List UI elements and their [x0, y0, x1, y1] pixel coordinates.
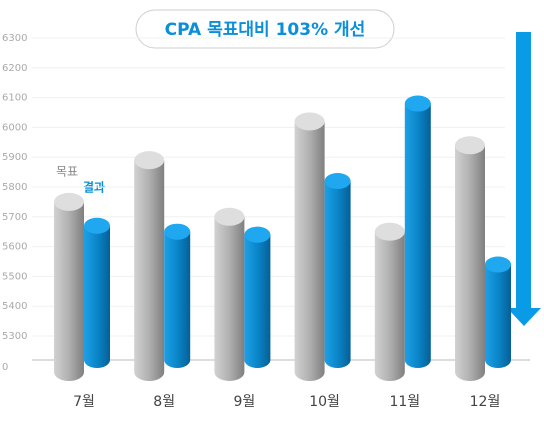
cylinder-body [244, 234, 271, 368]
cylinder-top [164, 223, 191, 240]
cylinder-top [214, 207, 245, 226]
cylinder-top [324, 173, 351, 190]
cylinder-body [294, 121, 325, 381]
x-tick-label: 11월 [389, 394, 420, 410]
cylinder-top [294, 112, 325, 131]
cylinder-body [54, 201, 84, 381]
y-tick-label: 5800 [2, 182, 27, 193]
arrow-head [507, 308, 541, 326]
cylinder-body [374, 231, 405, 381]
x-tick-label: 7월 [73, 394, 95, 410]
y-tick-label: 5600 [2, 242, 27, 253]
cylinder-top [374, 222, 405, 241]
y-tick-label: 0 [2, 362, 8, 373]
y-tick-label: 6100 [2, 93, 27, 104]
cylinder-body [214, 216, 245, 381]
cylinder-body [164, 231, 191, 368]
cylinder-top [485, 256, 511, 273]
cylinder-body [84, 225, 110, 368]
cylinder-body [134, 160, 165, 381]
cylinder-body [404, 103, 431, 368]
cylinder-body [485, 264, 511, 368]
cylinder-top [404, 95, 431, 112]
cylinder-body [324, 181, 351, 368]
cylinder-top [54, 192, 84, 211]
x-tick-label: 8월 [153, 394, 175, 410]
y-tick-label: 5900 [2, 152, 27, 163]
y-tick-label: 6300 [2, 33, 27, 44]
y-tick-label: 5400 [2, 301, 27, 312]
cylinder-top [455, 136, 485, 155]
arrow-shaft [516, 32, 531, 308]
x-tick-label: 10월 [309, 394, 340, 410]
y-tick-label: 6200 [2, 63, 27, 74]
cylinder-top [84, 217, 110, 234]
cylinder-top [134, 151, 165, 170]
cylinder-body [455, 145, 485, 381]
y-tick-label: 6000 [2, 122, 27, 133]
cylinder-top [244, 226, 271, 243]
x-tick-label: 12월 [470, 394, 501, 410]
y-tick-label: 5300 [2, 331, 27, 342]
x-tick-label: 9월 [234, 394, 256, 410]
legend-label: 목표 [56, 165, 78, 179]
y-tick-label: 5500 [2, 271, 27, 282]
chart-title: CPA 목표대비 103% 개선 [165, 20, 366, 40]
y-tick-label: 5700 [2, 212, 27, 223]
